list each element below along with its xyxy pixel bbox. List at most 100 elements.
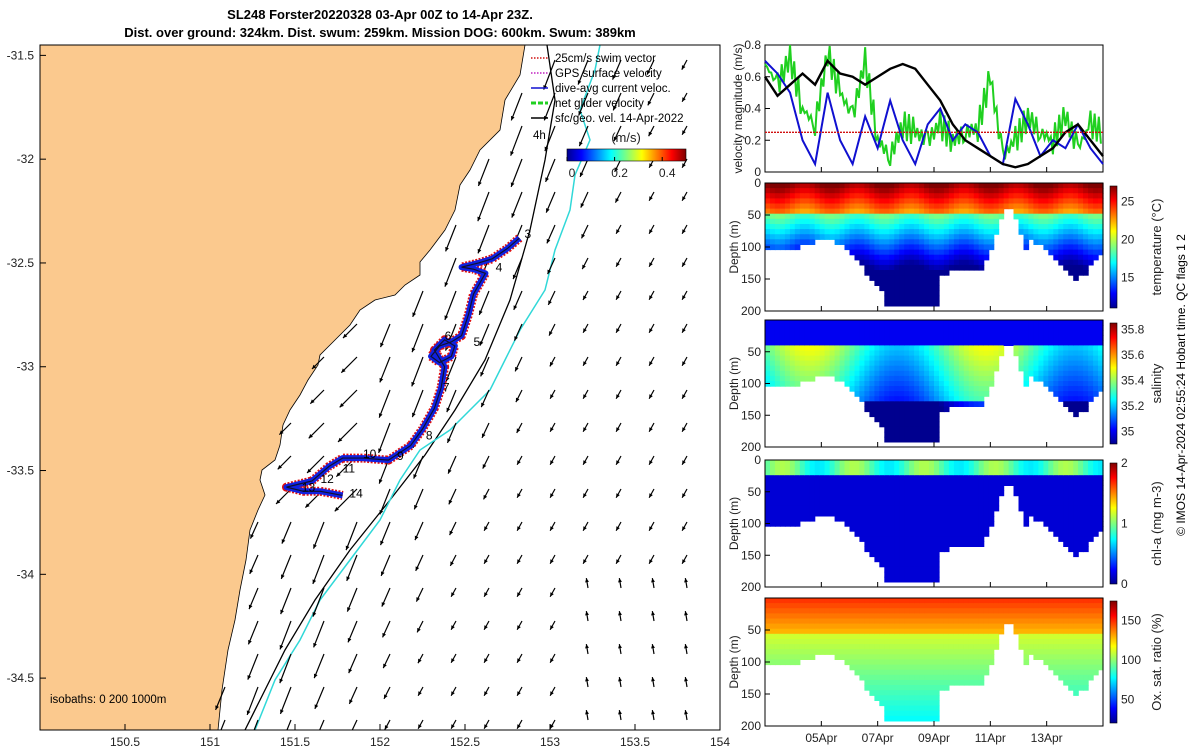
section-cell bbox=[1018, 203, 1025, 210]
section-cell bbox=[1028, 623, 1034, 630]
section-cell bbox=[889, 254, 895, 261]
section-cell bbox=[963, 505, 970, 512]
section-cell bbox=[1063, 203, 1069, 210]
section-cell bbox=[1048, 633, 1054, 640]
section-cell bbox=[809, 628, 816, 635]
section-cell bbox=[869, 375, 875, 382]
section-cell bbox=[1038, 613, 1044, 620]
section-cell bbox=[869, 613, 875, 620]
section-cell bbox=[948, 541, 955, 547]
section-cell bbox=[894, 566, 900, 573]
section-cell bbox=[1053, 330, 1059, 336]
section-cell bbox=[869, 690, 875, 696]
section-cell bbox=[899, 618, 905, 625]
section-cell bbox=[943, 495, 950, 502]
section-cell bbox=[839, 613, 846, 620]
section-cell bbox=[899, 690, 905, 696]
section-cell bbox=[804, 320, 811, 326]
section-cell bbox=[1093, 639, 1099, 645]
section-cell bbox=[864, 490, 870, 497]
section-cell bbox=[1098, 475, 1104, 481]
velocity-arrow bbox=[444, 290, 457, 321]
section-cell bbox=[929, 381, 935, 387]
section-cell bbox=[998, 193, 1005, 199]
section-cell bbox=[993, 495, 1000, 502]
section-cell bbox=[864, 213, 870, 220]
section-cell bbox=[1073, 618, 1079, 625]
section-cell bbox=[943, 669, 950, 676]
section-cell bbox=[939, 396, 945, 402]
section-cell bbox=[874, 500, 880, 507]
velocity-arrowhead bbox=[381, 602, 386, 607]
section-cell bbox=[799, 633, 806, 640]
section-cell bbox=[1063, 618, 1069, 625]
section-cell bbox=[1033, 618, 1039, 625]
section-cell bbox=[874, 350, 880, 357]
section-cell bbox=[874, 370, 880, 377]
section-cell bbox=[929, 295, 935, 302]
section-cell bbox=[1063, 244, 1069, 251]
section-cell bbox=[943, 674, 950, 681]
velocity-arrow bbox=[477, 158, 490, 187]
section-cell bbox=[1048, 664, 1054, 671]
section-cell bbox=[844, 644, 851, 650]
section-cell bbox=[988, 345, 995, 352]
section-cell bbox=[963, 193, 970, 199]
section-cell bbox=[1098, 208, 1104, 215]
track-line bbox=[286, 237, 520, 497]
section-cell bbox=[934, 566, 940, 573]
section-cell bbox=[968, 381, 975, 387]
section-cell bbox=[1033, 485, 1039, 492]
section-cell bbox=[884, 495, 890, 502]
section-cell bbox=[934, 411, 940, 418]
section-cell bbox=[894, 480, 900, 486]
section-cell bbox=[1098, 649, 1104, 655]
section-cell bbox=[988, 355, 995, 362]
section-cell bbox=[774, 500, 781, 507]
section-cell bbox=[929, 598, 935, 604]
section-cell bbox=[869, 500, 875, 507]
section-cell bbox=[1018, 613, 1025, 620]
section-cell bbox=[894, 603, 900, 609]
section-cell bbox=[1053, 244, 1059, 251]
section-cell bbox=[834, 639, 841, 645]
section-cell bbox=[899, 285, 905, 292]
section-cell bbox=[1073, 541, 1079, 547]
section-cell bbox=[1098, 460, 1104, 466]
section-cell bbox=[899, 644, 905, 650]
section-cell bbox=[884, 193, 890, 199]
section-cell bbox=[1073, 270, 1079, 276]
section-cell bbox=[919, 285, 925, 292]
section-cell bbox=[799, 485, 806, 492]
section-cell bbox=[894, 360, 900, 367]
section-cell bbox=[794, 198, 801, 205]
section-cell bbox=[789, 510, 796, 517]
section-cell bbox=[1028, 345, 1034, 352]
section-cell bbox=[1078, 360, 1084, 367]
section-cell bbox=[1073, 264, 1079, 271]
section-cell bbox=[939, 330, 945, 336]
section-cell bbox=[884, 633, 890, 640]
velocity-arrowhead bbox=[313, 673, 318, 679]
section-cell bbox=[978, 654, 985, 660]
section-cell bbox=[1003, 603, 1010, 609]
section-cell bbox=[1053, 224, 1059, 230]
section-cell bbox=[819, 203, 826, 210]
section-colorbar-tick-label: 35.6 bbox=[1121, 348, 1145, 362]
section-cell bbox=[973, 229, 980, 235]
section-cell bbox=[824, 644, 831, 650]
velocity-arrowhead bbox=[517, 559, 521, 564]
section-cell bbox=[849, 239, 856, 245]
section-cell bbox=[1093, 239, 1099, 245]
section-cell bbox=[829, 345, 836, 352]
section-cell bbox=[909, 396, 915, 402]
section-cell bbox=[914, 669, 920, 676]
section-cell bbox=[884, 365, 890, 372]
section-cell bbox=[770, 203, 776, 210]
section-cell bbox=[799, 480, 806, 486]
section-cell bbox=[983, 480, 990, 486]
section-cell bbox=[1048, 381, 1054, 387]
section-cell bbox=[770, 490, 776, 497]
section-cell bbox=[794, 224, 801, 230]
